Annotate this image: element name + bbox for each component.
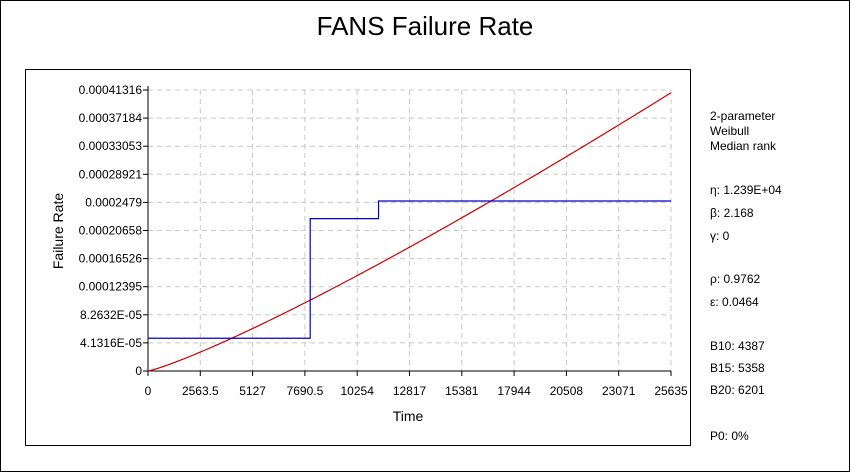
b15-value: B15: 5358 [710, 361, 765, 375]
x-tick-label: 20508 [550, 384, 584, 398]
x-tick-label: 0 [145, 384, 152, 398]
x-tick-label: 10254 [341, 384, 375, 398]
beta-value: β: 2.168 [710, 206, 754, 220]
weibull-fit-line [147, 92, 672, 372]
model-line-2: Weibull [710, 124, 750, 138]
eta-value: η: 1.239E+04 [710, 183, 782, 197]
x-tick-label: 7690.5 [287, 384, 324, 398]
y-tick-label: 8.2632E-05 [80, 308, 142, 322]
x-tick-label: 23071 [602, 384, 636, 398]
x-tick-label: 25635 [654, 384, 688, 398]
y-tick-label: 0.00041316 [79, 83, 143, 97]
empirical-step-line [148, 200, 671, 339]
x-tick-label: 15381 [445, 384, 479, 398]
y-tick-label: 0 [135, 364, 142, 378]
chart-title: FANS Failure Rate [316, 11, 534, 41]
y-tick-label: 0.0002479 [85, 195, 142, 209]
model-line-3: Median rank [710, 139, 777, 153]
axes: 0 2563.5 5127 7690.5 10254 12817 15381 17944 205… [79, 83, 688, 398]
x-tick-label: 2563.5 [182, 384, 219, 398]
x-tick-label: 17944 [497, 384, 531, 398]
y-tick-label: 0.00028921 [79, 167, 143, 181]
x-tick-label: 5127 [239, 384, 266, 398]
grid [148, 89, 672, 371]
y-tick-label: 0.00012395 [79, 280, 143, 294]
y-tick-label: 0.00016526 [79, 252, 143, 266]
y-tick-label: 0.00037184 [79, 111, 143, 125]
y-axis-label: Failure Rate [50, 193, 66, 269]
gamma-value: γ: 0 [710, 229, 730, 243]
series [147, 92, 672, 372]
epsilon-value: ε: 0.0464 [710, 295, 759, 309]
rho-value: ρ: 0.9762 [710, 272, 761, 286]
y-tick-label: 0.00020658 [79, 224, 143, 238]
x-tick-label: 12817 [393, 384, 427, 398]
x-axis-label: Time [393, 408, 424, 424]
plot-frame [25, 69, 691, 446]
y-tick-label: 0.00033053 [79, 139, 143, 153]
y-tick-label: 4.1316E-05 [80, 336, 142, 350]
p0-value: P0: 0% [710, 429, 749, 443]
model-line-1: 2-parameter [710, 109, 776, 123]
b10-value: B10: 4387 [710, 339, 765, 353]
b20-value: B20: 6201 [710, 383, 765, 397]
